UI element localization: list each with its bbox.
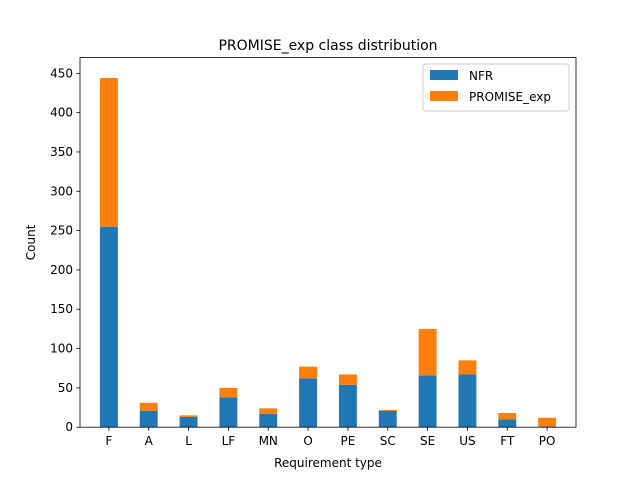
y-tick-label: 400 xyxy=(50,106,73,120)
y-tick-label: 450 xyxy=(50,66,73,80)
legend-label-nfr: NFR xyxy=(469,69,493,83)
x-tick-label: L xyxy=(185,434,192,448)
bar-promise-exp-lf xyxy=(219,387,238,398)
bar-promise-exp-po xyxy=(538,417,557,427)
bar-promise-exp-ft xyxy=(498,413,517,420)
x-tick-label: A xyxy=(145,434,154,448)
y-tick-label: 200 xyxy=(50,263,73,277)
bar-nfr-sc xyxy=(378,410,397,428)
legend-swatch-nfr xyxy=(430,70,458,80)
x-tick-label: FT xyxy=(500,434,515,448)
bar-nfr-f xyxy=(99,226,118,428)
bar-promise-exp-se xyxy=(418,328,437,376)
y-tick-label: 300 xyxy=(50,184,73,198)
y-tick-label: 150 xyxy=(50,302,73,316)
x-tick-label: SC xyxy=(380,434,396,448)
x-axis: F A L LF MN O PE SC SE US FT PO xyxy=(105,427,555,448)
x-tick-label: PO xyxy=(539,434,556,448)
bar-promise-exp-l xyxy=(179,415,198,417)
legend-frame xyxy=(422,63,570,112)
x-tick-label: O xyxy=(303,434,312,448)
bar-nfr-us xyxy=(458,374,477,428)
legend: NFR PROMISE_exp xyxy=(422,63,570,112)
y-tick-label: 250 xyxy=(50,224,73,238)
bar-nfr-lf xyxy=(219,397,238,428)
x-tick-label: MN xyxy=(259,434,278,448)
x-axis-label: Requirement type xyxy=(274,456,382,470)
bar-nfr-ft xyxy=(498,419,517,428)
y-tick-label: 0 xyxy=(65,420,73,434)
x-tick-label: F xyxy=(105,434,112,448)
bar-promise-exp-o xyxy=(299,366,318,379)
chart-title: PROMISE_exp class distribution xyxy=(218,38,437,54)
bar-promise-exp-mn xyxy=(259,408,278,414)
y-tick-label: 100 xyxy=(50,342,73,356)
bar-nfr-a xyxy=(139,410,158,428)
legend-swatch-promise-exp xyxy=(430,91,458,101)
legend-label-promise-exp: PROMISE_exp xyxy=(469,90,551,104)
bar-nfr-mn xyxy=(259,413,278,428)
y-tick-label: 50 xyxy=(58,381,73,395)
bar-promise-exp-us xyxy=(458,360,477,375)
bar-nfr-o xyxy=(299,378,318,428)
bar-nfr-se xyxy=(418,375,437,428)
bars-group xyxy=(99,78,557,428)
bar-promise-exp-sc xyxy=(378,409,397,411)
x-tick-label: SE xyxy=(420,434,435,448)
bar-promise-exp-pe xyxy=(338,374,357,385)
y-tick-label: 350 xyxy=(50,145,73,159)
bar-nfr-pe xyxy=(338,384,357,428)
x-tick-label: US xyxy=(459,434,475,448)
bar-promise-exp-f xyxy=(99,78,118,227)
x-tick-label: PE xyxy=(341,434,356,448)
bar-nfr-l xyxy=(179,416,198,428)
y-axis-label: Count xyxy=(24,224,38,260)
x-tick-label: LF xyxy=(222,434,236,448)
plot-frame xyxy=(79,57,577,428)
y-axis: 0 50 100 150 200 250 300 350 400 450 xyxy=(50,66,80,434)
bar-promise-exp-a xyxy=(139,402,158,411)
